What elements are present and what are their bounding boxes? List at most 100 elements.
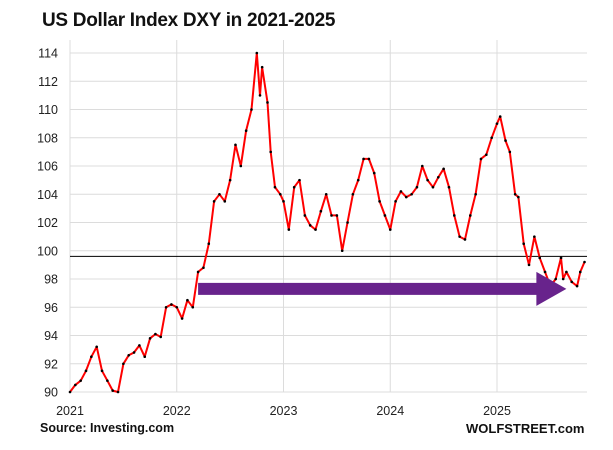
data-point: [202, 266, 205, 270]
data-point: [415, 185, 419, 189]
data-point: [513, 192, 517, 196]
data-point: [298, 178, 301, 182]
data-point: [287, 228, 291, 231]
data-point: [351, 192, 355, 196]
data-point: [319, 209, 323, 213]
data-point: [132, 351, 136, 354]
data-point: [504, 139, 507, 142]
data-point: [269, 150, 272, 154]
data-point: [175, 305, 179, 309]
x-tick-label: 2025: [483, 404, 511, 418]
data-point: [442, 167, 445, 171]
data-point: [266, 101, 269, 104]
data-point: [538, 256, 541, 260]
y-tick-label: 110: [38, 103, 58, 117]
data-point: [399, 190, 403, 193]
data-point: [212, 200, 216, 203]
data-point: [458, 235, 461, 238]
data-point: [74, 383, 77, 387]
data-point: [116, 390, 120, 394]
brand-label: WOLFSTREET.com: [466, 421, 585, 436]
data-point: [388, 228, 392, 231]
data-point: [578, 270, 582, 274]
data-point: [420, 164, 424, 168]
data-point: [84, 369, 88, 373]
data-point: [258, 94, 262, 97]
data-point: [127, 353, 131, 357]
data-point: [234, 143, 237, 147]
data-point: [303, 214, 307, 217]
data-point: [244, 129, 248, 132]
data-point: [394, 200, 397, 203]
data-point: [495, 122, 499, 125]
x-tick-label: 2024: [376, 404, 404, 418]
data-point: [517, 195, 520, 199]
data-point: [346, 221, 349, 224]
data-point: [164, 305, 168, 309]
y-tick-label: 100: [37, 244, 58, 258]
data-point: [378, 200, 381, 203]
data-point: [565, 270, 568, 274]
data-point: [570, 280, 574, 284]
data-point: [330, 214, 333, 217]
data-point: [170, 303, 173, 306]
data-point: [314, 228, 317, 231]
x-tick-label: 2022: [163, 404, 191, 418]
y-tick-label: 102: [37, 216, 58, 230]
data-point: [356, 178, 360, 182]
x-tick-label: 2023: [270, 404, 298, 418]
data-point: [431, 185, 435, 189]
data-point: [196, 270, 200, 274]
data-point: [218, 192, 221, 196]
arrow-shaft: [198, 282, 539, 295]
data-point: [90, 355, 93, 358]
data-point: [522, 242, 525, 245]
data-point: [583, 260, 586, 264]
data-point: [95, 345, 98, 349]
data-point: [154, 332, 157, 336]
data-point: [533, 235, 536, 238]
data-point: [282, 200, 285, 203]
data-point: [138, 344, 141, 347]
data-point: [207, 242, 211, 245]
data-point: [180, 317, 184, 320]
data-point: [159, 335, 163, 339]
source-note: Source: Investing.com: [40, 421, 175, 435]
data-point: [324, 192, 328, 196]
data-point: [469, 214, 472, 217]
data-point: [527, 263, 531, 267]
chart-title: US Dollar Index DXY in 2021-2025: [42, 10, 336, 31]
data-point: [362, 157, 365, 161]
data-point: [79, 379, 82, 383]
y-tick-label: 96: [44, 301, 58, 315]
y-tick-label: 108: [37, 131, 58, 145]
data-point: [68, 390, 72, 394]
data-point: [106, 379, 109, 383]
data-point: [404, 195, 408, 199]
data-point: [228, 178, 232, 182]
y-tick-label: 106: [37, 160, 58, 174]
data-point: [273, 185, 277, 189]
x-tick-label: 2021: [56, 404, 84, 418]
data-point: [308, 224, 312, 227]
data-point: [143, 355, 147, 358]
data-point: [292, 185, 296, 189]
data-point: [561, 277, 565, 281]
data-point: [367, 157, 371, 161]
data-point: [508, 150, 512, 154]
data-point: [447, 185, 451, 189]
y-tick-label: 104: [37, 188, 58, 202]
data-point: [543, 270, 547, 274]
data-point: [479, 157, 483, 161]
data-point: [148, 337, 152, 340]
data-point: [255, 51, 259, 55]
data-point: [260, 65, 264, 69]
y-tick-label: 90: [44, 386, 58, 400]
data-point: [436, 176, 440, 179]
y-tick-label: 98: [44, 273, 58, 287]
y-tick-label: 112: [38, 75, 58, 89]
data-point: [554, 277, 558, 281]
data-point: [410, 192, 413, 196]
data-point: [278, 192, 282, 196]
